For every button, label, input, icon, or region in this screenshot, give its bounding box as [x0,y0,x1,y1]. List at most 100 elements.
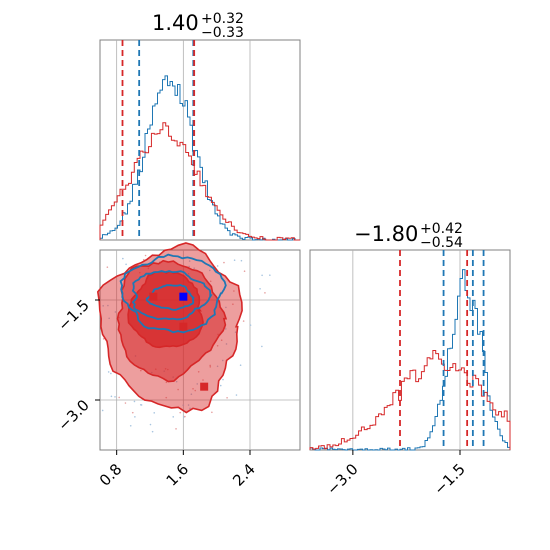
marker-point [149,292,158,301]
scatter-point [259,287,261,290]
scatter-point [124,402,127,404]
contour-blue-middle [131,270,213,321]
scatter-point [175,428,177,430]
histogram-series-wide [309,350,511,450]
scatter-point [189,407,191,410]
scatter-point [223,261,225,264]
scatter-point [131,411,134,414]
scatter-point [187,404,190,406]
scatter-point [139,369,142,372]
x-tick-label: −3.0 [323,460,361,498]
scatter-point [106,266,109,268]
x-tick-label: 1.6 [163,460,193,490]
panel-bottom-right: −3.0 −1.5 −1.80 +0.42 −0.54 [309,221,511,499]
scatter-point [249,324,252,326]
y-tick-label: −3.0 [54,396,92,434]
scatter-point [139,404,142,406]
scatter-point [177,388,179,391]
panel-top-left-title: 1.40 +0.32 −0.33 [152,11,244,41]
y-tick-label: −1.5 [54,296,92,334]
scatter-point [225,306,227,309]
scatter-point [216,265,219,267]
scatter-point [219,384,222,387]
scatter-point [179,411,182,414]
scatter-point [149,423,152,426]
scatter-point [114,311,117,313]
marker-point [179,292,188,301]
panel-top-left-grid [116,40,251,240]
scatter-point [196,383,199,385]
scatter-point [216,365,219,368]
scatter-point [261,274,263,277]
scatter-point [240,259,243,262]
scatter-point [225,328,227,330]
histogram-series-wide [99,122,300,241]
contour-blue-outer [119,253,227,334]
scatter-point [234,331,237,333]
panel-top-left-title-plus: +0.32 [201,11,244,27]
scatter-point [114,396,116,398]
scatter-point [192,388,194,390]
scatter-point [165,396,168,399]
scatter-point [188,265,190,268]
panel-bottom-right-title: −1.80 +0.42 −0.54 [354,221,463,251]
scatter-point [108,317,110,320]
scatter-point [193,267,195,269]
x-tick-label: 0.8 [96,460,126,490]
marker-point [200,382,209,391]
scatter-point [197,370,200,373]
panel-top-left-hists [99,75,300,241]
scatter-point [110,395,113,398]
scatter-point [233,259,236,262]
scatter-point [233,290,235,292]
scatter-point [107,304,109,307]
scatter-point [144,254,147,257]
scatter-point [125,263,127,266]
histogram-series-narrow [309,269,511,451]
scatter-point [194,389,197,392]
scatter-point [269,274,271,276]
panel-bottom-right-title-plus: +0.42 [420,221,463,237]
scatter-point [110,372,112,375]
scatter-point [209,280,212,283]
scatter-point [226,396,228,399]
x-tick-label: 2.4 [229,460,259,490]
marker-point [179,322,188,331]
scatter-point [101,409,104,412]
panel-bottom-right-hists [309,269,511,451]
scatter-point [242,320,245,322]
scatter-point [142,258,145,261]
scatter-point [102,305,104,307]
scatter-point [153,412,156,414]
scatter-point [202,379,204,381]
panel-top-left-title-value: 1.40 [152,11,199,35]
scatter-point [134,416,136,418]
scatter-point [172,416,175,418]
panel-bottom-left-contours [96,242,243,414]
scatter-point [209,366,212,368]
scatter-point [165,381,168,384]
panel-bottom-left-markers [149,292,209,391]
scatter-point [232,303,234,306]
scatter-point [133,400,136,403]
scatter-point [225,343,228,345]
scatter-point [221,359,224,362]
scatter-point [235,394,238,396]
x-tick-label: −1.5 [430,460,468,498]
scatter-point [261,345,263,348]
panel-bottom-left: 0.8 1.6 2.4 −1.5 −3.0 [54,242,301,490]
scatter-point [122,257,124,260]
panel-bottom-right-frame [309,249,511,451]
scatter-point [107,371,110,373]
scatter-point [243,270,246,272]
panel-bottom-right-quantiles [399,250,485,450]
panel-top-left-frame [99,39,301,241]
scatter-point [264,292,266,294]
scatter-point [211,411,213,414]
scatter-point [118,396,120,399]
scatter-point [175,380,178,383]
scatter-point [102,338,105,340]
scatter-point [222,378,224,381]
scatter-point [220,339,223,342]
